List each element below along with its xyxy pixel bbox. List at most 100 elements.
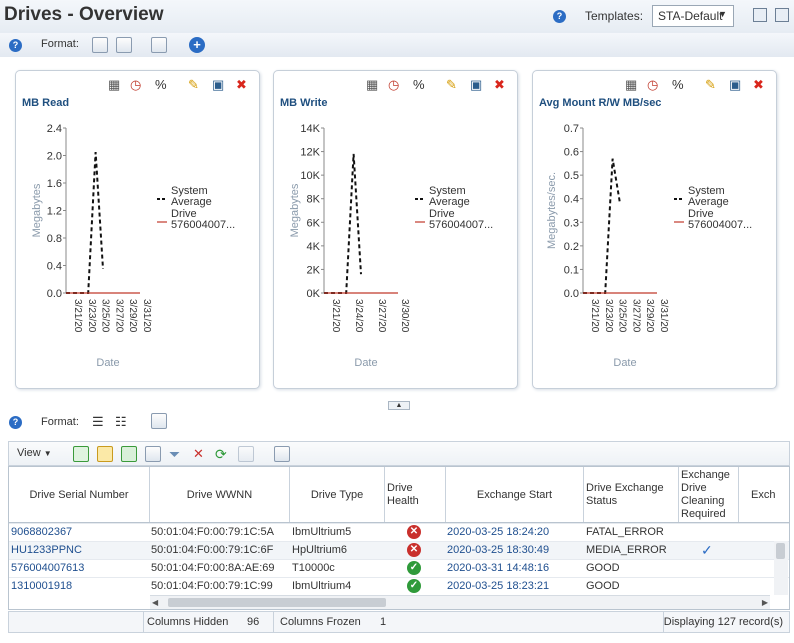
percent-icon[interactable]: % xyxy=(413,77,425,92)
edit-pencil-icon[interactable]: ✎ xyxy=(188,77,199,92)
close-icon[interactable]: ✖ xyxy=(753,77,764,92)
health-good-icon: ✓ xyxy=(407,561,421,575)
percent-icon[interactable]: % xyxy=(155,77,167,92)
col-header-health-line1: Drive xyxy=(387,482,413,494)
clock-icon[interactable]: ◷ xyxy=(388,77,400,92)
legend-label-line2: 576004007... xyxy=(171,219,235,231)
detach-icon[interactable] xyxy=(274,446,290,462)
close-icon[interactable]: ✖ xyxy=(494,77,505,92)
layout-grid-icon[interactable] xyxy=(92,37,108,53)
help-icon[interactable]: ? xyxy=(9,416,22,429)
y-tick-label: 6K xyxy=(307,217,321,229)
new-icon[interactable] xyxy=(97,446,113,462)
col-header-type[interactable]: Drive Type xyxy=(290,467,385,523)
col-header-wwnn[interactable]: Drive WWNN xyxy=(150,467,290,523)
horizontal-scrollbar[interactable]: ◀ ▶ xyxy=(150,595,770,609)
scroll-right-icon[interactable]: ▶ xyxy=(761,598,768,607)
series-system-average-line xyxy=(583,159,642,293)
close-icon[interactable]: ✖ xyxy=(236,77,247,92)
chart-title: MB Read xyxy=(22,97,70,109)
cell-serial[interactable]: 576004007613 xyxy=(11,562,85,574)
maximize-icon[interactable]: ▣ xyxy=(729,77,742,92)
col-header-exchange-status[interactable]: Drive Exchange Status xyxy=(584,467,679,523)
y-tick-label: 0.8 xyxy=(47,233,62,245)
y-tick-label: 1.2 xyxy=(47,206,62,218)
page-title: Drives - Overview xyxy=(4,4,164,25)
x-tick-label: 3/25/20 xyxy=(100,299,111,333)
y-tick-label: 0.3 xyxy=(564,217,579,229)
vertical-scroll-thumb[interactable] xyxy=(776,543,785,559)
x-axis-title: Date xyxy=(613,357,636,369)
run-icon[interactable] xyxy=(73,446,89,462)
col-header-health-line2: Health xyxy=(387,495,419,507)
x-tick-label: 3/21/20 xyxy=(589,299,600,333)
table-row[interactable]: 576004007613 50:01:04:F0:00:8A:AE:69 T1000… xyxy=(9,559,789,577)
cell-serial[interactable]: HU1233PPNC xyxy=(11,544,82,556)
calendar-icon[interactable]: ▦ xyxy=(625,77,638,92)
col-header-more[interactable]: Exch xyxy=(739,467,789,523)
detail-list-icon[interactable]: ☷ xyxy=(115,414,127,429)
x-tick-label: 3/29/20 xyxy=(644,299,655,333)
edit-pencil-icon[interactable]: ✎ xyxy=(705,77,716,92)
clock-icon[interactable]: ◷ xyxy=(647,77,659,92)
calendar-icon[interactable]: ▦ xyxy=(366,77,379,92)
print-icon[interactable] xyxy=(151,413,167,429)
maximize-icon[interactable]: ▣ xyxy=(212,77,225,92)
table-footer: Columns Hidden 96 Columns Frozen 1 Displ… xyxy=(8,611,790,633)
y-tick-label: 0K xyxy=(307,288,321,300)
table-toolbar: View ▼ ⏷ ✕ ⟳ xyxy=(8,441,790,466)
collapse-handle[interactable]: ▲ xyxy=(388,401,410,410)
export-icon[interactable] xyxy=(145,446,161,462)
horizontal-scroll-thumb[interactable] xyxy=(168,598,386,607)
refresh-icon[interactable]: ⟳ xyxy=(215,446,227,462)
help-icon[interactable]: ? xyxy=(553,10,566,23)
filter-icon[interactable]: ⏷ xyxy=(169,446,181,462)
x-tick-label: 3/23/20 xyxy=(86,299,97,333)
edit-pencil-icon[interactable]: ✎ xyxy=(446,77,457,92)
vertical-scrollbar[interactable] xyxy=(774,541,788,595)
col-header-exchange-start[interactable]: Exchange Start xyxy=(446,467,584,523)
table-row[interactable]: HU1233PPNC 50:01:04:F0:00:79:1C:6F HpUltri… xyxy=(9,541,789,559)
cell-type: T10000c xyxy=(292,562,335,574)
table-row[interactable]: 9068802367 50:01:04:F0:00:79:1C:5A IbmUltr… xyxy=(9,523,789,541)
cell-serial[interactable]: 9068802367 xyxy=(11,526,73,538)
view-menu[interactable]: View ▼ xyxy=(17,447,52,459)
table-row[interactable]: 1310001918 50:01:04:F0:00:79:1C:99 IbmUltr… xyxy=(9,577,789,595)
templates-select[interactable]: STA-Default ▼ xyxy=(652,5,734,27)
x-tick-label: 3/23/20 xyxy=(603,299,614,333)
col-header-cleaning[interactable]: Exchange Drive Cleaning Required xyxy=(679,467,739,523)
legend-label-line2: Average xyxy=(429,196,470,208)
y-tick-label: 0.2 xyxy=(564,241,579,253)
clock-icon[interactable]: ◷ xyxy=(130,77,142,92)
add-icon[interactable] xyxy=(121,446,137,462)
print-icon[interactable] xyxy=(151,37,167,53)
chevron-down-icon: ▼ xyxy=(718,9,727,19)
x-tick-label: 3/25/20 xyxy=(617,299,628,333)
scroll-left-icon[interactable]: ◀ xyxy=(152,598,159,607)
edit-icon[interactable] xyxy=(238,446,254,462)
help-icon[interactable]: ? xyxy=(9,39,22,52)
manage-template-icon[interactable] xyxy=(775,8,789,22)
columns-frozen-count: 1 xyxy=(380,616,387,628)
columns-hidden-count: 96 xyxy=(247,616,260,628)
cell-serial[interactable]: 1310001918 xyxy=(11,580,73,592)
col-header-serial[interactable]: Drive Serial Number xyxy=(9,467,150,523)
maximize-icon[interactable]: ▣ xyxy=(470,77,483,92)
x-tick-label: 3/31/20 xyxy=(141,299,152,333)
y-tick-label: 2K xyxy=(307,264,321,276)
list-icon[interactable]: ☰ xyxy=(92,414,104,429)
layout-single-icon[interactable] xyxy=(116,37,132,53)
format-label: Format: xyxy=(41,38,79,50)
col-header-health[interactable]: Drive Health xyxy=(385,467,446,523)
add-graph-icon[interactable]: + xyxy=(189,37,205,53)
legend-label-line1: Drive xyxy=(171,208,197,220)
clear-filter-icon[interactable]: ✕ xyxy=(193,446,204,461)
y-tick-label: 12K xyxy=(300,147,320,159)
calendar-icon[interactable]: ▦ xyxy=(108,77,121,92)
save-template-icon[interactable] xyxy=(753,8,767,22)
percent-icon[interactable]: % xyxy=(672,77,684,92)
graph-toolbar: ? Format: + xyxy=(0,33,794,57)
y-tick-label: 14K xyxy=(300,123,320,135)
health-error-icon: ✕ xyxy=(407,525,421,539)
x-tick-label: 3/30/20 xyxy=(399,299,410,333)
